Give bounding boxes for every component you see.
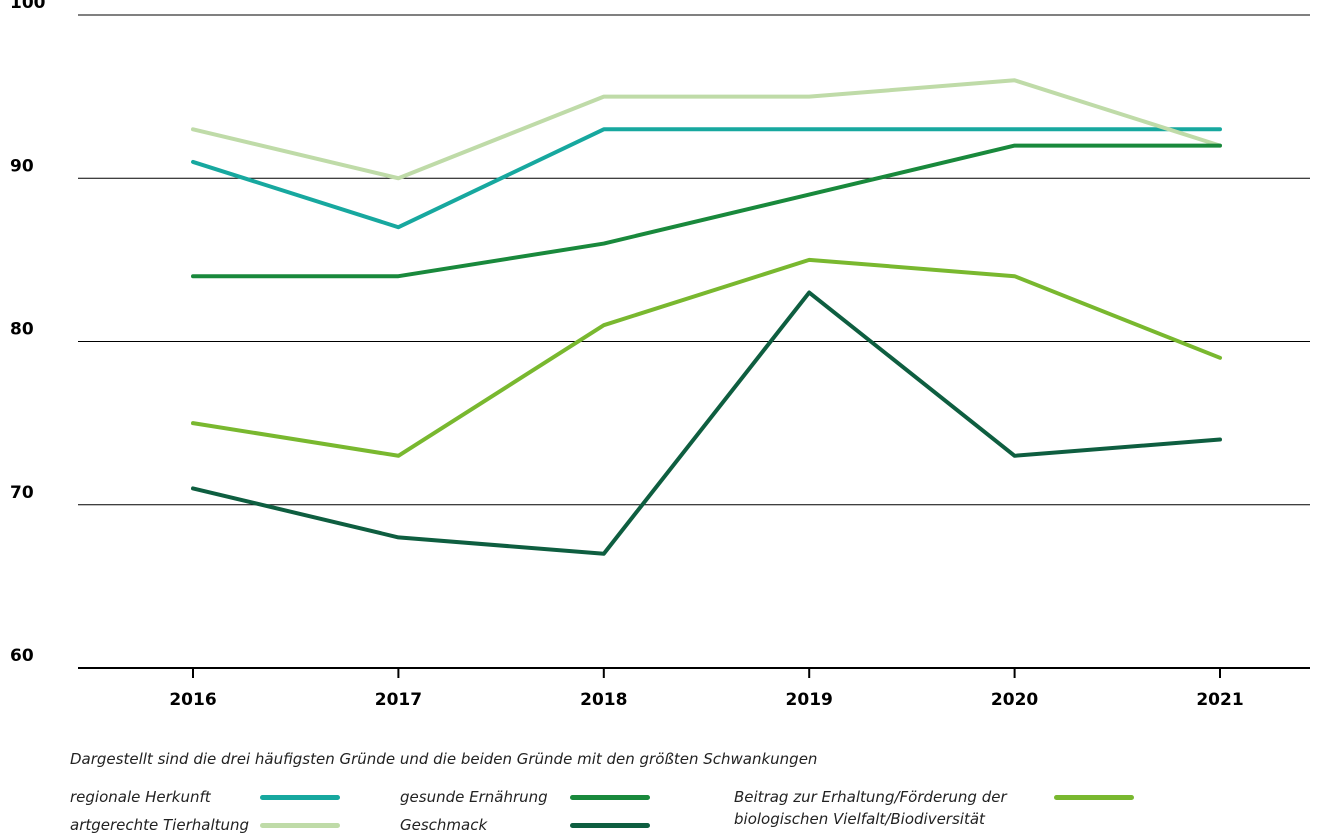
x-tick-label: 2019 xyxy=(786,690,833,710)
legend-label: gesunde Ernährung xyxy=(400,788,548,806)
legend-item: Geschmack xyxy=(400,814,650,836)
line xyxy=(191,127,1222,230)
legend-label: Beitrag zur Erhaltung/Förderung der biol… xyxy=(734,788,1007,828)
legend-swatch xyxy=(260,795,340,800)
y-tick-label: 70 xyxy=(10,483,34,503)
legend-swatch xyxy=(260,823,340,828)
y-tick-label: 60 xyxy=(10,646,34,666)
x-tick-label: 2016 xyxy=(169,690,216,710)
legend-swatch xyxy=(570,823,650,828)
x-tick-label: 2018 xyxy=(580,690,627,710)
legend-item: regionale Herkunft xyxy=(70,786,340,808)
line xyxy=(191,257,1222,458)
legend-label: Geschmack xyxy=(400,816,488,834)
x-tick-label: 2021 xyxy=(1196,690,1243,710)
legend-item: Beitrag zur Erhaltung/Förderung der biol… xyxy=(734,786,1134,830)
line xyxy=(191,143,1222,279)
chart: 60 70 80 90 100 2016 2017 2018 2019 2020 2021 xyxy=(10,0,1310,710)
line xyxy=(191,290,1222,556)
y-tick-label: 80 xyxy=(10,320,34,340)
y-tick-label: 90 xyxy=(10,156,34,176)
legend-swatch xyxy=(1054,795,1134,800)
legend-label: regionale Herkunft xyxy=(70,788,211,806)
note: Dargestellt sind die drei häufigsten Grü… xyxy=(70,750,818,768)
x-tick-label: 2017 xyxy=(375,690,422,710)
legend-label: artgerechte Tierhaltung xyxy=(70,816,250,834)
legend-item: artgerechte Tierhaltung xyxy=(70,814,340,836)
line xyxy=(191,78,1222,181)
y-tick-label: 100 xyxy=(10,0,46,13)
x-tick-label: 2020 xyxy=(991,690,1038,710)
legend-swatch xyxy=(570,795,650,800)
legend-item: gesunde Ernährung xyxy=(400,786,650,808)
legend: regionale Herkunft artgerechte Tierhaltun… xyxy=(70,786,1270,836)
